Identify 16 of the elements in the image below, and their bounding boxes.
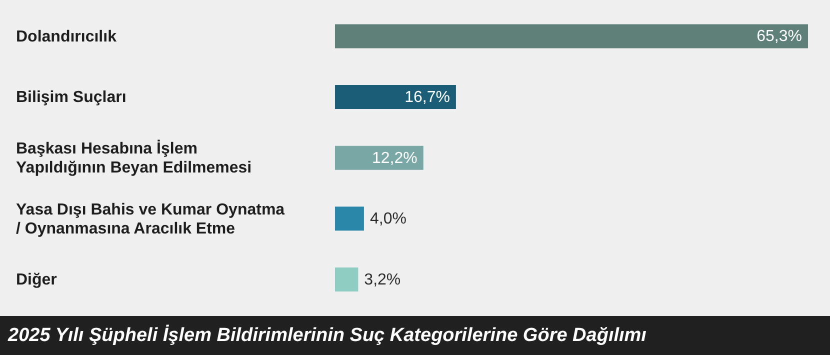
y-tick-label: Başkası Hesabına İşlem Yapıldığının Beyan Edilmemesi	[16, 140, 252, 176]
bar	[335, 146, 424, 170]
y-tick-label: Bilişim Suçları	[16, 89, 126, 106]
y-tick-label: Diğer	[16, 272, 57, 289]
bar	[335, 85, 456, 110]
data-label: 4,0%	[370, 210, 406, 228]
bar	[335, 267, 358, 292]
data-label: 16,7%	[404, 89, 450, 106]
data-label: 65,3%	[756, 28, 802, 46]
text: 2025 Yılı Şüpheli İşlem Bildirimlerinin Suç Kategorilerine Göre Dağılımı	[8, 325, 646, 346]
y-tick-label: Dolandırıcılık	[16, 28, 117, 46]
data-label: 12,2%	[372, 150, 418, 167]
bar	[335, 206, 364, 231]
data-label: 3,2%	[364, 271, 401, 288]
bar	[335, 24, 808, 48]
y-tick-label: Yasa Dışı Bahis ve Kumar Oynatma / Oynanmasına Aracılık Etme	[16, 201, 285, 238]
